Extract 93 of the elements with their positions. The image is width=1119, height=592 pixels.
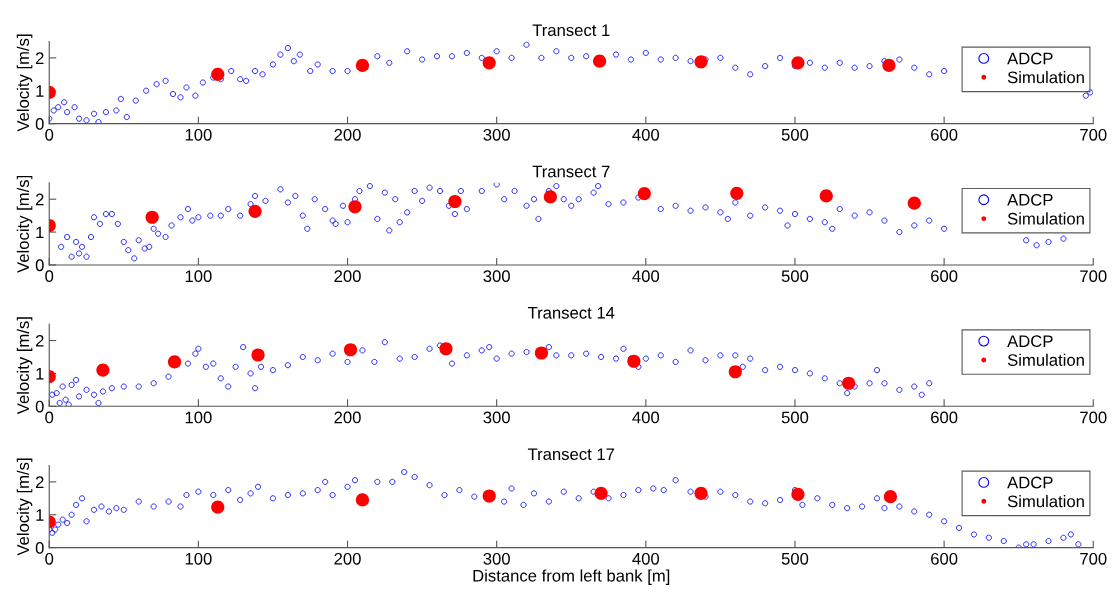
- x-tick-label: 300: [483, 128, 510, 141]
- x-tick-label: 600: [931, 270, 958, 283]
- text: ADCP: [1007, 476, 1053, 489]
- y-tick-label: 1: [36, 509, 44, 521]
- y-axis-title: Velocity [m/s]: [16, 317, 33, 415]
- point: [355, 58, 370, 73]
- point: [627, 354, 641, 368]
- x-tick-label: 100: [185, 270, 212, 283]
- x-tick-label: 0: [45, 552, 54, 565]
- point: [791, 56, 805, 70]
- x-tick-label: 0: [45, 411, 54, 424]
- point: [145, 210, 159, 224]
- point: [694, 486, 708, 500]
- x-tick-label: 700: [1080, 552, 1107, 565]
- chart-title: Transect 17: [527, 448, 615, 461]
- point: [593, 54, 607, 68]
- point: [842, 376, 856, 390]
- x-tick-label: 400: [632, 128, 660, 141]
- chart-title: Transect 14: [527, 307, 615, 319]
- x-tick-label: 200: [334, 128, 361, 141]
- x-tick-label: 600: [931, 552, 958, 565]
- chart-title: Transect 1: [532, 24, 610, 37]
- legend-label: ADCP: [1007, 335, 1053, 348]
- point: [728, 365, 742, 379]
- x-tick-label: 700: [1080, 270, 1107, 283]
- point: [882, 58, 896, 73]
- x-tick-label: 400: [632, 411, 660, 424]
- point: [637, 187, 651, 201]
- y-tick-label: 2: [35, 193, 44, 206]
- point: [694, 55, 708, 69]
- legend-label: Simulation: [1007, 212, 1084, 225]
- y-axis-title: Velocity [m/s]: [16, 34, 33, 132]
- x-tick-label: 200: [334, 411, 361, 424]
- point: [482, 56, 496, 70]
- point: [251, 348, 265, 362]
- series-label: ADCP: [1007, 193, 1053, 206]
- point: [248, 204, 262, 218]
- legend-label: ADCP: [1007, 52, 1053, 65]
- x-tick-label: 500: [781, 411, 809, 424]
- point: [348, 200, 362, 214]
- x-tick-label: 500: [781, 552, 809, 565]
- x-tick-label: 500: [781, 128, 809, 141]
- x-tick-label: 100: [185, 128, 212, 141]
- point: [343, 343, 358, 357]
- point: [439, 342, 453, 356]
- point: [883, 490, 898, 504]
- x-tick-label: 400: [632, 270, 660, 283]
- legend-label: Simulation: [1007, 71, 1084, 84]
- point: [448, 194, 462, 209]
- y-tick-label: 0: [35, 400, 44, 413]
- x-tick-label: 500: [781, 270, 809, 283]
- legend-label: Simulation: [1007, 353, 1084, 366]
- x-tick-label: 300: [483, 552, 510, 565]
- point: [96, 363, 110, 377]
- x-tick-label: 300: [483, 270, 510, 283]
- point: [791, 487, 805, 501]
- point: [211, 67, 225, 81]
- y-tick-label: 1: [36, 367, 44, 380]
- y-tick-label: 1: [36, 85, 44, 97]
- x-tick-label: 700: [1080, 411, 1107, 424]
- point: [167, 355, 182, 369]
- point: [534, 346, 549, 360]
- chart-title: Transect 7: [532, 165, 610, 178]
- point: [819, 189, 833, 203]
- x-tick-label: 100: [185, 411, 212, 424]
- y-tick-label: 0: [35, 118, 44, 130]
- x-tick-label: 200: [334, 270, 361, 283]
- x-tick-label: 0: [45, 128, 54, 141]
- x-tick-label: 300: [483, 411, 510, 424]
- x-tick-label: 0: [45, 270, 54, 283]
- x-tick-label: 400: [632, 552, 660, 565]
- y-tick-label: 0: [35, 259, 44, 272]
- point: [594, 486, 608, 500]
- y-tick-label: 2: [35, 334, 44, 347]
- x-tick-label: 200: [334, 552, 361, 565]
- x-axis-title: Distance from left bank [m]: [473, 569, 670, 585]
- x-tick-label: 600: [931, 128, 958, 141]
- x-tick-label: 600: [931, 411, 958, 424]
- point: [730, 186, 744, 200]
- y-axis-title: Velocity [m/s]: [16, 175, 33, 273]
- point: [211, 500, 225, 514]
- y-tick-label: 0: [35, 542, 44, 554]
- point: [907, 196, 921, 210]
- x-tick-label: 100: [185, 552, 212, 565]
- legend-label: Simulation: [1007, 495, 1084, 508]
- point: [543, 190, 557, 204]
- y-tick-label: 2: [35, 476, 44, 488]
- y-axis-title: Velocity [m/s]: [16, 458, 33, 556]
- y-tick-label: 2: [35, 52, 44, 64]
- x-tick-label: 700: [1080, 128, 1107, 141]
- point: [482, 489, 496, 503]
- y-tick-label: 1: [36, 226, 44, 239]
- point: [355, 493, 370, 507]
